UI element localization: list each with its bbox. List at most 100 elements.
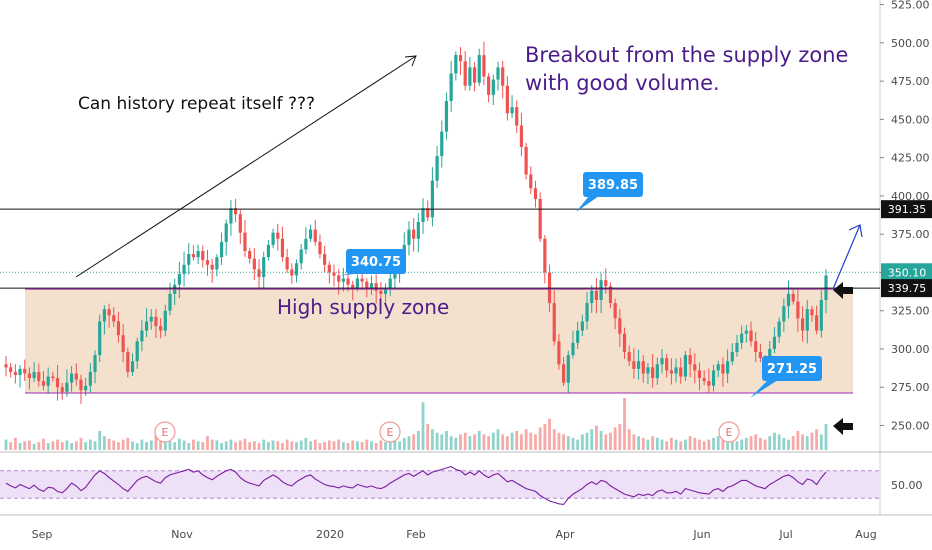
candle-body (229, 208, 233, 224)
earnings-marker-label: E (726, 426, 733, 439)
volume-bar (416, 430, 420, 450)
y-tick-label: 375.00 (891, 228, 930, 241)
volume-bar (707, 439, 711, 450)
volume-bar (491, 432, 495, 450)
volume-bar (669, 437, 673, 450)
volume-bar (304, 437, 308, 450)
volume-bar (735, 441, 739, 450)
volume-bar (103, 436, 106, 450)
candle-body (515, 107, 519, 126)
price-badge (881, 263, 932, 282)
volume-bar (440, 434, 444, 450)
candle-body (632, 361, 636, 369)
price-badge-label: 339.75 (888, 282, 927, 295)
earnings-marker-label: E (162, 426, 169, 439)
volume-bar (623, 398, 626, 450)
volume-bar (702, 441, 706, 450)
candle-body (51, 376, 55, 379)
y-tick-label: 325.00 (891, 305, 930, 318)
candle-body (252, 258, 256, 270)
candle-body (210, 264, 214, 270)
volume-bar (726, 437, 729, 450)
volume-bar (749, 436, 753, 450)
candle-body (552, 303, 556, 342)
candle-body (224, 223, 228, 242)
earnings-marker[interactable] (154, 421, 176, 443)
volume-bar (716, 436, 720, 450)
zone-annotation: High supply zone (277, 295, 449, 319)
candle-body (693, 364, 697, 371)
volume-bar (131, 441, 134, 450)
volume-bar (149, 440, 153, 450)
candles (4, 41, 828, 404)
callout-label: 340.75 (351, 255, 401, 270)
volume-bar (768, 436, 772, 450)
candle-body (360, 278, 364, 282)
volume-bar (220, 443, 223, 450)
volume-bar (145, 442, 148, 450)
volume-bar (309, 441, 312, 450)
candle-body (796, 301, 800, 319)
candle-body (23, 368, 27, 374)
candle-body (557, 341, 561, 365)
candle-body (346, 278, 350, 285)
volume-bar (32, 443, 36, 450)
volume-bar (801, 434, 804, 450)
volume-bar (674, 439, 678, 450)
candle-body (70, 373, 74, 383)
volume-bar (599, 430, 603, 450)
volume-bar (84, 442, 88, 450)
candle-body (533, 188, 538, 199)
price-badge-label: 350.10 (888, 266, 927, 279)
y-tick-label: 300.00 (891, 343, 930, 356)
candle-body (571, 342, 575, 356)
volume-bar (487, 436, 491, 450)
candle-body (140, 330, 144, 342)
price-badge (881, 200, 932, 219)
volume-bar (65, 440, 69, 450)
candle-body (740, 333, 744, 343)
candle-body (257, 269, 261, 278)
volume-bar (805, 436, 809, 450)
x-tick-label: Aug (855, 528, 876, 541)
candle-body (304, 238, 308, 250)
candle-body (496, 67, 500, 80)
candle-body (590, 290, 594, 304)
candle-body (777, 321, 781, 337)
volume-bar (595, 425, 598, 450)
candle-body (215, 257, 219, 270)
candle-body (758, 352, 762, 359)
volume-bar (313, 439, 317, 450)
earnings-marker-label: E (387, 426, 394, 439)
candle-body (749, 330, 753, 342)
volume-bar (613, 427, 617, 450)
callout-pointer (750, 380, 778, 398)
candle-body (538, 198, 542, 239)
volume-bar (210, 439, 214, 450)
breakout-arrow-line (832, 224, 861, 290)
volume-bar (754, 434, 758, 450)
volume-bar (229, 439, 233, 450)
volume-bar (445, 430, 448, 450)
volume-bar (641, 437, 645, 450)
candle-body (407, 229, 411, 245)
candle-body (4, 364, 8, 368)
candle-body (144, 321, 149, 331)
volume-bar (388, 438, 392, 450)
level-lines (0, 208, 880, 394)
volume-bar (482, 434, 486, 450)
callout-box (762, 356, 822, 381)
volume-bar (56, 439, 59, 450)
candle-body (772, 336, 777, 349)
volume-bar (276, 441, 280, 450)
volume-bar (763, 439, 767, 450)
earnings-marker[interactable] (379, 421, 401, 443)
candle-body (810, 309, 814, 316)
volume-bar (501, 434, 505, 450)
volume-bar (576, 439, 580, 450)
earnings-marker[interactable] (718, 421, 740, 443)
candle-body (205, 260, 210, 265)
volume-bar (201, 442, 205, 450)
volume-bar (665, 441, 669, 450)
